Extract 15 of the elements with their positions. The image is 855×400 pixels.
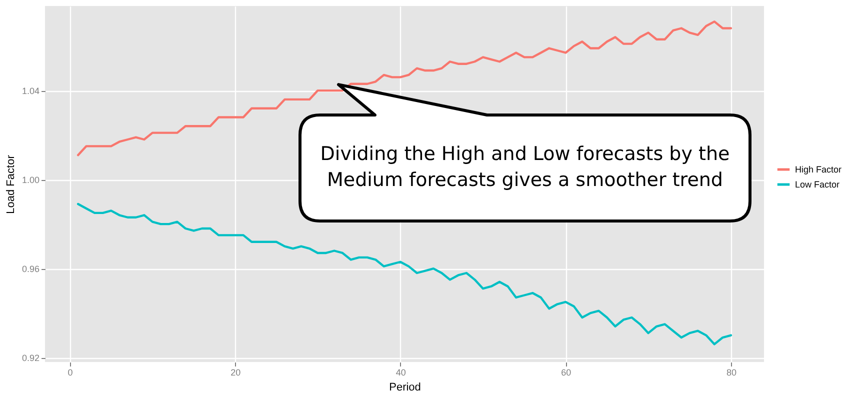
x-axis-title: Period [389, 382, 421, 394]
y-tick-label: 0.96 [22, 264, 40, 274]
y-tick-label: 0.92 [22, 353, 40, 364]
x-tick-label: 40 [396, 368, 406, 378]
legend-label: Low Factor [795, 180, 840, 190]
x-tick-label: 0 [68, 368, 73, 378]
line-series [76, 202, 732, 346]
x-tick-label: 60 [561, 368, 572, 378]
legend-label: High Factor [795, 164, 842, 174]
y-tick-label: 1.00 [22, 175, 40, 186]
y-axis-title: Load Factor [4, 154, 17, 214]
x-tick-label: 20 [230, 368, 241, 378]
annotation: Dividing the High and Low forecasts by the Medium forecasts gives a smoother trend [319, 142, 731, 193]
x-tick-label: 80 [726, 368, 736, 378]
y-tick-label: 1.04 [22, 86, 40, 96]
